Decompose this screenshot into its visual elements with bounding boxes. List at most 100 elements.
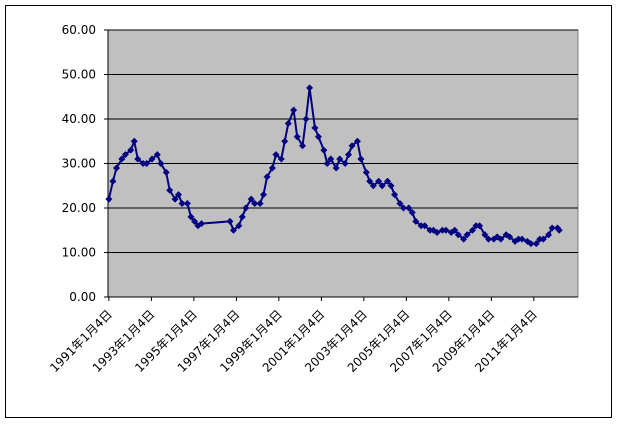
marker bbox=[412, 217, 420, 225]
marker bbox=[332, 164, 340, 172]
marker bbox=[405, 204, 413, 212]
y-tick-label: 50.00 bbox=[62, 68, 96, 82]
marker bbox=[341, 160, 349, 167]
marker bbox=[484, 235, 492, 243]
marker bbox=[518, 235, 526, 243]
marker bbox=[545, 231, 553, 239]
marker bbox=[344, 151, 352, 159]
marker bbox=[293, 133, 301, 141]
marker bbox=[366, 177, 374, 185]
marker bbox=[281, 137, 289, 145]
marker bbox=[121, 151, 129, 159]
marker bbox=[539, 235, 547, 243]
marker bbox=[171, 195, 179, 203]
marker bbox=[134, 155, 142, 163]
marker bbox=[399, 204, 407, 212]
marker bbox=[548, 224, 556, 232]
marker bbox=[284, 119, 292, 127]
marker bbox=[387, 182, 395, 190]
marker bbox=[118, 155, 126, 163]
marker bbox=[242, 204, 250, 212]
marker bbox=[148, 155, 156, 163]
y-tick-label: 60.00 bbox=[62, 23, 96, 37]
y-tick-label: 30.00 bbox=[62, 157, 96, 171]
marker bbox=[476, 222, 484, 230]
marker bbox=[299, 142, 307, 150]
marker bbox=[472, 222, 480, 230]
marker bbox=[187, 213, 195, 221]
marker bbox=[348, 142, 356, 150]
marker bbox=[469, 226, 477, 234]
marker bbox=[384, 177, 392, 185]
marker bbox=[396, 200, 404, 208]
marker bbox=[442, 226, 450, 234]
marker bbox=[369, 182, 377, 190]
marker bbox=[438, 226, 446, 234]
marker bbox=[139, 160, 147, 167]
marker bbox=[454, 231, 462, 239]
y-tick-label: 20.00 bbox=[62, 201, 96, 215]
marker bbox=[256, 200, 264, 208]
marker bbox=[272, 151, 280, 159]
y-tick-label: 40.00 bbox=[62, 112, 96, 126]
marker bbox=[112, 164, 120, 172]
marker bbox=[357, 155, 365, 163]
marker bbox=[506, 233, 514, 241]
marker bbox=[130, 137, 138, 145]
marker bbox=[143, 160, 151, 167]
marker bbox=[527, 240, 535, 248]
marker bbox=[421, 222, 429, 230]
marker bbox=[375, 177, 383, 185]
marker bbox=[226, 217, 234, 225]
marker bbox=[481, 231, 489, 239]
marker bbox=[251, 200, 259, 208]
marker bbox=[247, 195, 255, 203]
marker bbox=[362, 168, 370, 176]
marker bbox=[302, 115, 310, 123]
marker bbox=[536, 235, 544, 243]
marker bbox=[314, 133, 322, 141]
marker bbox=[153, 151, 161, 159]
marker bbox=[268, 164, 276, 172]
marker bbox=[336, 155, 344, 163]
marker bbox=[408, 208, 416, 216]
marker bbox=[497, 235, 505, 243]
marker bbox=[109, 177, 117, 185]
marker bbox=[263, 173, 271, 181]
marker bbox=[277, 155, 285, 163]
marker bbox=[157, 160, 165, 167]
marker bbox=[197, 220, 205, 228]
marker bbox=[162, 168, 170, 176]
marker bbox=[451, 226, 459, 234]
marker bbox=[166, 186, 174, 194]
marker bbox=[417, 222, 425, 230]
marker bbox=[229, 226, 237, 234]
marker bbox=[260, 191, 268, 199]
marker bbox=[175, 191, 183, 199]
marker bbox=[433, 228, 441, 236]
marker bbox=[532, 240, 540, 248]
y-tick-label: 10.00 bbox=[62, 246, 96, 260]
marker bbox=[290, 106, 298, 114]
marker bbox=[391, 191, 399, 199]
y-tick-label: 0.00 bbox=[69, 290, 96, 304]
marker bbox=[353, 137, 361, 145]
marker bbox=[514, 235, 522, 243]
marker bbox=[311, 124, 319, 132]
marker bbox=[463, 231, 471, 239]
marker bbox=[378, 182, 386, 190]
marker bbox=[191, 217, 199, 225]
marker bbox=[320, 146, 328, 154]
marker bbox=[460, 235, 468, 243]
marker bbox=[183, 200, 191, 208]
marker bbox=[306, 84, 314, 92]
marker bbox=[235, 222, 243, 230]
marker bbox=[327, 155, 335, 163]
marker bbox=[323, 160, 331, 167]
marker bbox=[105, 195, 113, 203]
marker bbox=[178, 200, 186, 208]
marker bbox=[127, 146, 135, 154]
marker bbox=[238, 213, 246, 221]
marker bbox=[555, 226, 563, 234]
